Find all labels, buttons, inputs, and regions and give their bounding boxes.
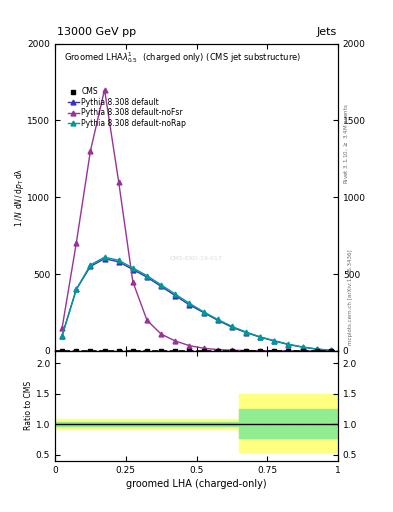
- CMS: [116, 348, 121, 354]
- Text: CMS-EXO-19-017: CMS-EXO-19-017: [170, 256, 223, 261]
- Text: Jets: Jets: [317, 27, 337, 37]
- CMS: [272, 348, 277, 354]
- Pythia 8.308 default: [159, 283, 163, 289]
- Pythia 8.308 default-noFsr: [230, 347, 234, 353]
- Pythia 8.308 default-noFsr: [173, 338, 178, 344]
- Pythia 8.308 default: [300, 344, 305, 350]
- Pythia 8.308 default-noFsr: [215, 347, 220, 353]
- Pythia 8.308 default-noRap: [272, 337, 277, 344]
- Pythia 8.308 default: [145, 274, 149, 280]
- Pythia 8.308 default-noRap: [187, 300, 192, 306]
- Y-axis label: $\mathrm{1\,/\,\mathit{N}\ d\mathit{N}\,/\,d\mathit{p}_T\,d\lambda}$: $\mathrm{1\,/\,\mathit{N}\ d\mathit{N}\,…: [13, 167, 26, 227]
- Legend: CMS, Pythia 8.308 default, Pythia 8.308 default-noFsr, Pythia 8.308 default-noRa: CMS, Pythia 8.308 default, Pythia 8.308 …: [64, 84, 189, 131]
- Pythia 8.308 default: [244, 329, 248, 335]
- Pythia 8.308 default-noFsr: [88, 148, 93, 154]
- Pythia 8.308 default: [102, 255, 107, 262]
- Pythia 8.308 default-noRap: [244, 329, 248, 335]
- Pythia 8.308 default-noRap: [258, 334, 263, 340]
- Pythia 8.308 default-noRap: [215, 316, 220, 323]
- Pythia 8.308 default: [130, 266, 135, 272]
- Pythia 8.308 default-noFsr: [145, 317, 149, 323]
- Text: Groomed LHA$\lambda^{1}_{0.5}$  (charged only) (CMS jet substructure): Groomed LHA$\lambda^{1}_{0.5}$ (charged …: [64, 50, 301, 65]
- Pythia 8.308 default-noFsr: [60, 325, 64, 331]
- Pythia 8.308 default-noRap: [173, 291, 178, 297]
- CMS: [314, 348, 319, 354]
- Pythia 8.308 default: [60, 333, 64, 339]
- Pythia 8.308 default-noRap: [145, 272, 149, 279]
- Text: 13000 GeV pp: 13000 GeV pp: [57, 27, 136, 37]
- CMS: [130, 348, 135, 354]
- Pythia 8.308 default-noRap: [300, 344, 305, 350]
- Pythia 8.308 default-noFsr: [102, 87, 107, 93]
- Pythia 8.308 default-noRap: [159, 282, 163, 288]
- CMS: [60, 348, 64, 354]
- Pythia 8.308 default: [215, 317, 220, 323]
- CMS: [230, 348, 234, 354]
- CMS: [159, 348, 163, 354]
- Line: Pythia 8.308 default-noFsr: Pythia 8.308 default-noFsr: [60, 87, 333, 353]
- Pythia 8.308 default-noFsr: [286, 348, 291, 354]
- Pythia 8.308 default-noFsr: [130, 279, 135, 285]
- Pythia 8.308 default-noRap: [74, 286, 79, 292]
- CMS: [88, 348, 93, 354]
- Pythia 8.308 default-noRap: [102, 254, 107, 260]
- Pythia 8.308 default-noRap: [88, 262, 93, 268]
- Pythia 8.308 default-noFsr: [116, 179, 121, 185]
- CMS: [201, 348, 206, 354]
- Pythia 8.308 default: [187, 302, 192, 308]
- Pythia 8.308 default-noFsr: [201, 345, 206, 351]
- Pythia 8.308 default-noRap: [130, 265, 135, 271]
- Pythia 8.308 default-noFsr: [314, 348, 319, 354]
- CMS: [244, 348, 248, 354]
- Pythia 8.308 default: [314, 346, 319, 352]
- Pythia 8.308 default-noRap: [201, 309, 206, 315]
- Line: Pythia 8.308 default: Pythia 8.308 default: [60, 257, 333, 353]
- Line: Pythia 8.308 default-noRap: Pythia 8.308 default-noRap: [60, 255, 333, 353]
- Pythia 8.308 default: [173, 292, 178, 298]
- Text: mcplots.cern.ch [arXiv:1306.3436]: mcplots.cern.ch [arXiv:1306.3436]: [349, 249, 353, 345]
- Pythia 8.308 default: [201, 309, 206, 315]
- Pythia 8.308 default-noRap: [286, 341, 291, 347]
- Pythia 8.308 default-noFsr: [159, 331, 163, 337]
- Pythia 8.308 default: [230, 324, 234, 330]
- Pythia 8.308 default-noFsr: [272, 348, 277, 354]
- CMS: [102, 348, 107, 354]
- CMS: [286, 348, 291, 354]
- Pythia 8.308 default: [116, 259, 121, 265]
- X-axis label: groomed LHA (charged-only): groomed LHA (charged-only): [126, 479, 267, 489]
- CMS: [215, 348, 220, 354]
- CMS: [300, 348, 305, 354]
- CMS: [145, 348, 149, 354]
- Pythia 8.308 default-noFsr: [244, 348, 248, 354]
- Pythia 8.308 default-noRap: [230, 323, 234, 329]
- Pythia 8.308 default-noFsr: [329, 348, 333, 354]
- Pythia 8.308 default: [88, 263, 93, 269]
- Pythia 8.308 default: [258, 334, 263, 340]
- CMS: [173, 348, 178, 354]
- Pythia 8.308 default-noFsr: [187, 343, 192, 349]
- Y-axis label: Ratio to CMS: Ratio to CMS: [24, 381, 33, 431]
- Text: Rivet 3.1.10, $\geq$ 3.4M events: Rivet 3.1.10, $\geq$ 3.4M events: [343, 103, 351, 184]
- Pythia 8.308 default: [329, 347, 333, 353]
- CMS: [74, 348, 79, 354]
- Pythia 8.308 default-noRap: [314, 346, 319, 352]
- Pythia 8.308 default: [74, 286, 79, 292]
- Pythia 8.308 default-noRap: [329, 347, 333, 353]
- Pythia 8.308 default-noFsr: [74, 240, 79, 246]
- CMS: [329, 348, 333, 354]
- Pythia 8.308 default-noRap: [116, 257, 121, 263]
- CMS: [187, 348, 192, 354]
- CMS: [258, 348, 263, 354]
- Pythia 8.308 default: [272, 338, 277, 344]
- Pythia 8.308 default: [286, 342, 291, 348]
- Pythia 8.308 default-noFsr: [258, 348, 263, 354]
- Line: CMS: CMS: [60, 349, 333, 353]
- Pythia 8.308 default-noRap: [60, 333, 64, 339]
- Pythia 8.308 default-noFsr: [300, 348, 305, 354]
